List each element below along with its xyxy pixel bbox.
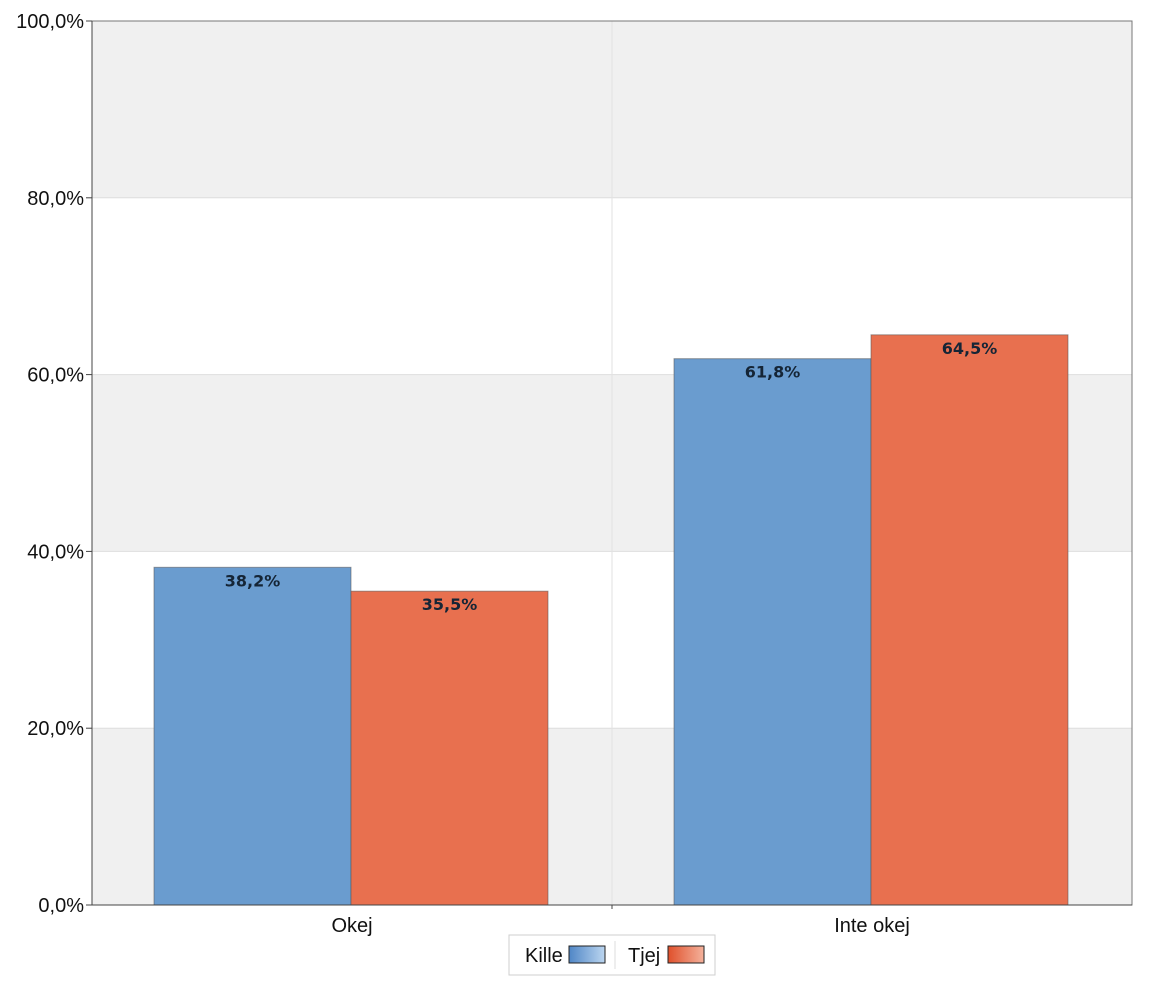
y-tick-label: 100,0% bbox=[16, 11, 84, 33]
data-label: 35,5% bbox=[422, 595, 478, 614]
bar-kille-okej bbox=[153, 566, 352, 906]
x-tick-label: Okej bbox=[331, 915, 372, 937]
data-labels-group: 38,2% 35,5% 61,8% 64,5% bbox=[225, 339, 998, 614]
y-tick-label: 80,0% bbox=[27, 188, 84, 210]
data-label: 64,5% bbox=[942, 339, 998, 358]
legend: Kille Tjej bbox=[508, 934, 716, 976]
y-tick-label: 0,0% bbox=[38, 895, 84, 917]
y-tick-label: 40,0% bbox=[27, 541, 84, 563]
bars-group bbox=[153, 334, 1069, 906]
legend-swatch-kille bbox=[568, 945, 606, 964]
data-label: 38,2% bbox=[225, 571, 281, 590]
y-tick-label: 60,0% bbox=[27, 365, 84, 387]
legend-swatch-tjej bbox=[667, 945, 705, 964]
bar-tjej-okej bbox=[350, 590, 549, 906]
data-label: 61,8% bbox=[745, 363, 801, 382]
bar-tjej-inte-okej bbox=[870, 334, 1069, 906]
axes-group: Okej Inte okej 0,0% 20,0% 40,0% 60,0% 80,0% 100… bbox=[16, 11, 1133, 937]
y-tick-label: 20,0% bbox=[27, 718, 84, 740]
bar-kille-inte-okej bbox=[673, 358, 872, 906]
legend-label-kille: Kille bbox=[525, 945, 563, 967]
x-tick-label: Inte okej bbox=[834, 915, 910, 937]
legend-label-tjej: Tjej bbox=[628, 945, 660, 967]
